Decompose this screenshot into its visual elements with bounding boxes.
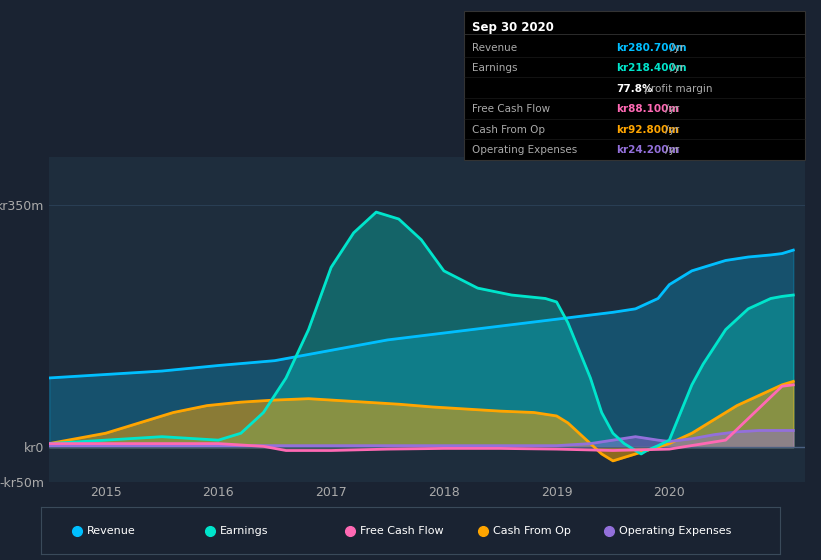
Text: profit margin: profit margin [641,84,713,94]
Text: kr92.800m: kr92.800m [616,125,679,135]
Text: Cash From Op: Cash From Op [493,526,571,535]
Text: Earnings: Earnings [472,63,517,73]
Text: Revenue: Revenue [87,526,135,535]
Text: Sep 30 2020: Sep 30 2020 [472,21,554,34]
Text: /yr: /yr [662,125,679,135]
Text: kr280.700m: kr280.700m [616,43,686,53]
Text: Cash From Op: Cash From Op [472,125,545,135]
Text: Earnings: Earnings [220,526,268,535]
Text: /yr: /yr [667,63,684,73]
Text: kr24.200m: kr24.200m [616,146,679,155]
Text: /yr: /yr [662,104,679,114]
Text: Revenue: Revenue [472,43,517,53]
Text: 77.8%: 77.8% [616,84,652,94]
Text: Operating Expenses: Operating Expenses [472,146,577,155]
Text: Free Cash Flow: Free Cash Flow [472,104,550,114]
Text: kr88.100m: kr88.100m [616,104,679,114]
Text: /yr: /yr [667,43,684,53]
Text: kr218.400m: kr218.400m [616,63,686,73]
Text: Free Cash Flow: Free Cash Flow [360,526,444,535]
Text: Operating Expenses: Operating Expenses [619,526,732,535]
Text: /yr: /yr [662,146,679,155]
